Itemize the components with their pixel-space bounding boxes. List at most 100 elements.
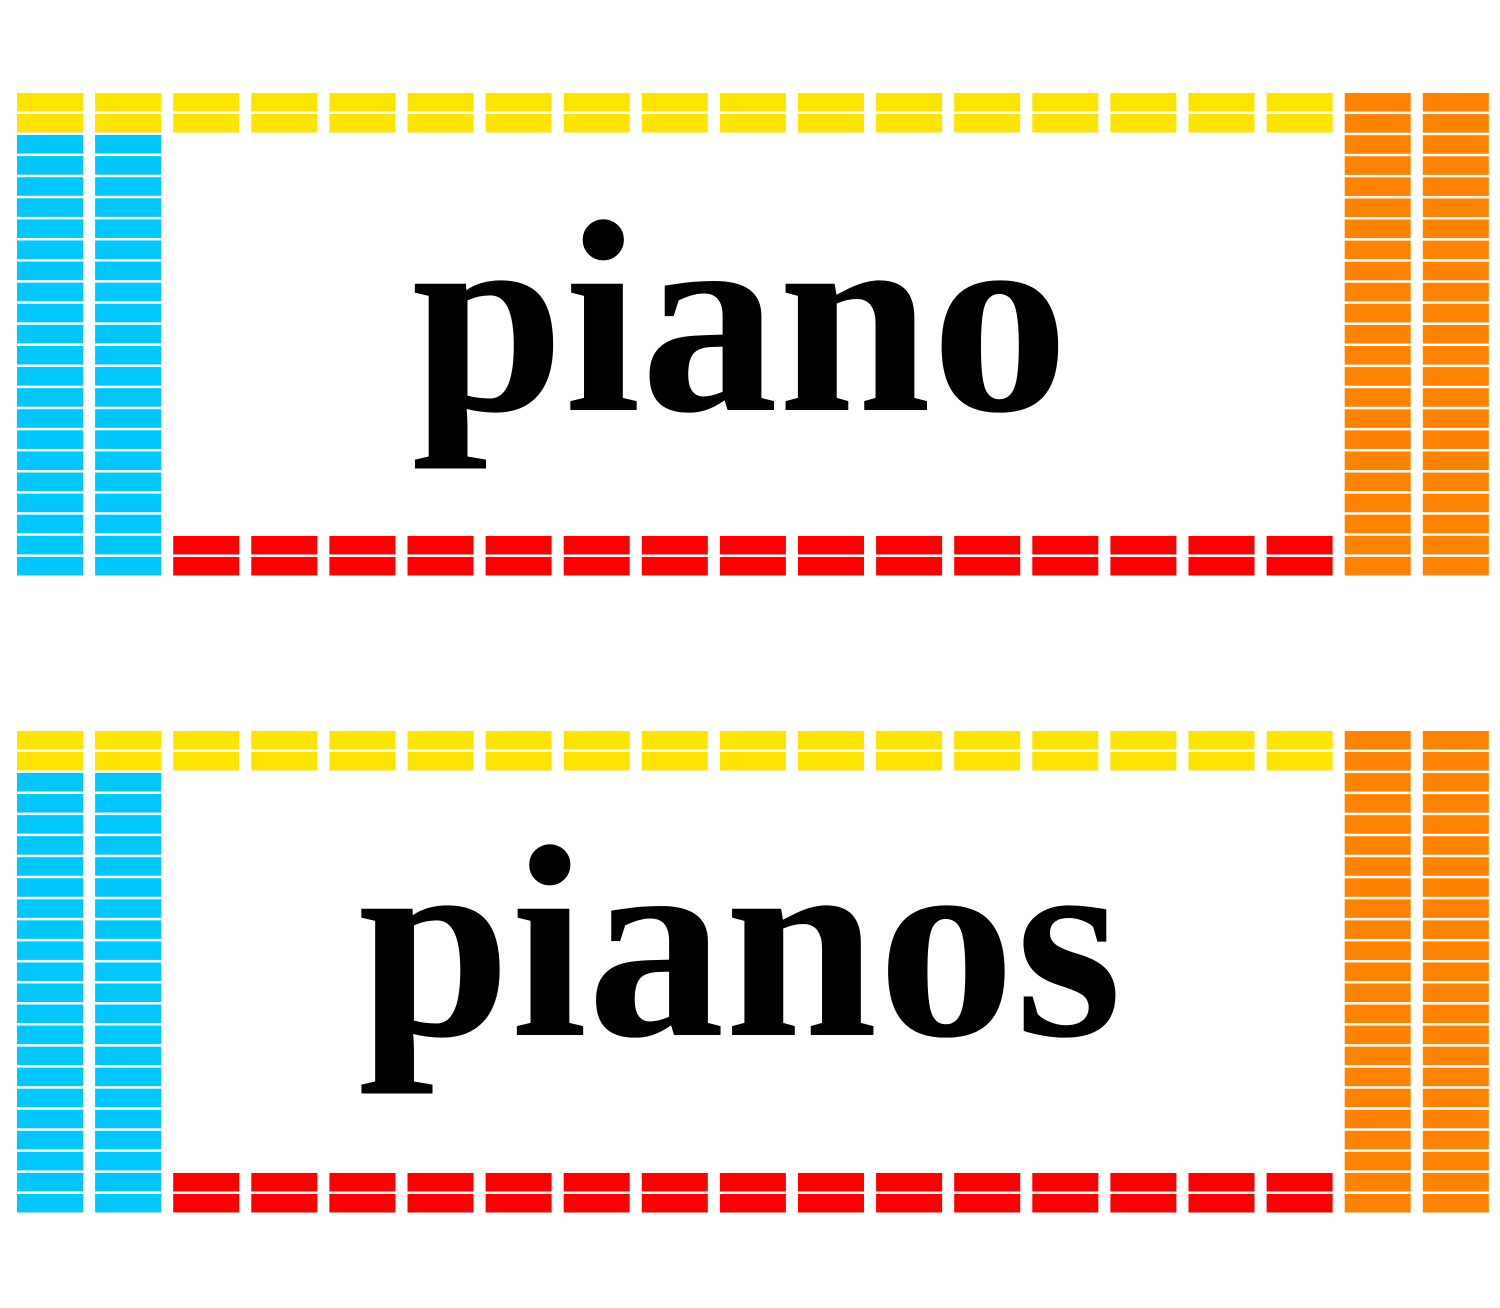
border-tile bbox=[1422, 451, 1489, 471]
border-tile bbox=[1344, 941, 1411, 960]
border-tile bbox=[17, 156, 83, 175]
border-tile bbox=[17, 388, 83, 407]
border-tile bbox=[1422, 1088, 1489, 1108]
border-tile bbox=[17, 773, 83, 792]
border-tile bbox=[1344, 1109, 1411, 1129]
border-tile bbox=[95, 794, 162, 813]
border-tile bbox=[95, 261, 162, 281]
border-tile bbox=[1422, 920, 1489, 939]
border-tile bbox=[1266, 752, 1333, 771]
border-tile bbox=[1422, 114, 1489, 133]
border-tile bbox=[1422, 93, 1489, 112]
border-tile bbox=[1110, 93, 1177, 112]
border-tile bbox=[1266, 114, 1333, 133]
border-tile bbox=[1422, 367, 1489, 386]
border-tile bbox=[329, 93, 396, 112]
border-tile bbox=[719, 1173, 786, 1192]
border-tile bbox=[17, 472, 83, 492]
border-tile bbox=[17, 836, 83, 855]
border-tile bbox=[798, 536, 864, 555]
border-tile bbox=[1422, 1067, 1489, 1087]
border-tile bbox=[329, 557, 396, 576]
border-tile bbox=[563, 114, 630, 133]
border-tile bbox=[1188, 731, 1255, 750]
border-tile bbox=[1422, 836, 1489, 855]
border-tile bbox=[1422, 1046, 1489, 1066]
border-tile bbox=[251, 536, 318, 555]
border-tile bbox=[954, 1173, 1021, 1192]
border-tile bbox=[485, 536, 552, 555]
border-tile bbox=[17, 451, 83, 471]
border-tile bbox=[1422, 773, 1489, 792]
border-tile bbox=[719, 93, 786, 112]
border-tile bbox=[954, 536, 1021, 555]
border-tile bbox=[798, 1194, 864, 1213]
border-tile bbox=[95, 177, 162, 196]
border-tile bbox=[563, 93, 630, 112]
border-tile bbox=[719, 1194, 786, 1213]
border-tile bbox=[1422, 156, 1489, 175]
border-tile bbox=[641, 93, 708, 112]
border-tile bbox=[329, 536, 396, 555]
border-tile bbox=[719, 114, 786, 133]
border-tile bbox=[641, 114, 708, 133]
border-tile bbox=[95, 156, 162, 175]
border-tile bbox=[1344, 1067, 1411, 1087]
border-tile bbox=[95, 857, 162, 876]
border-tile bbox=[1032, 536, 1099, 555]
border-tile bbox=[1266, 1173, 1333, 1192]
border-tile bbox=[1110, 731, 1177, 750]
border-tile bbox=[407, 557, 474, 576]
border-tile bbox=[563, 731, 630, 750]
border-tile bbox=[1422, 878, 1489, 897]
border-tile bbox=[1422, 346, 1489, 365]
border-tile bbox=[876, 114, 943, 133]
border-tile bbox=[95, 1025, 162, 1045]
border-tile bbox=[1344, 731, 1411, 750]
border-tile bbox=[798, 557, 864, 576]
border-tile bbox=[1266, 93, 1333, 112]
border-tile bbox=[1422, 198, 1489, 218]
border-tile bbox=[95, 93, 162, 112]
border-tile bbox=[1422, 1109, 1489, 1129]
border-tile bbox=[173, 536, 240, 555]
border-tile bbox=[173, 93, 240, 112]
border-tile bbox=[17, 493, 83, 513]
border-tile bbox=[95, 135, 162, 154]
border-tile bbox=[1188, 752, 1255, 771]
border-tile bbox=[95, 324, 162, 344]
border-tile bbox=[1344, 857, 1411, 876]
border-tile bbox=[1422, 493, 1489, 513]
border-tile bbox=[1110, 1173, 1177, 1192]
border-tile bbox=[251, 1194, 318, 1213]
border-tile bbox=[1422, 556, 1489, 576]
border-tile bbox=[876, 731, 943, 750]
border-tile bbox=[1344, 1088, 1411, 1108]
border-tile bbox=[17, 240, 83, 260]
border-tile bbox=[1344, 430, 1411, 449]
border-tile bbox=[1344, 346, 1411, 365]
border-tile bbox=[95, 962, 162, 981]
border-tile bbox=[719, 557, 786, 576]
border-tile bbox=[719, 536, 786, 555]
border-tile bbox=[1188, 1173, 1255, 1192]
border-tile bbox=[95, 1193, 162, 1213]
border-tile bbox=[798, 731, 864, 750]
border-tile bbox=[798, 93, 864, 112]
border-tile bbox=[876, 557, 943, 576]
border-tile bbox=[1422, 177, 1489, 196]
border-tile bbox=[1422, 1130, 1489, 1150]
border-tile bbox=[1422, 135, 1489, 154]
border-tile bbox=[251, 752, 318, 771]
border-tile bbox=[173, 557, 240, 576]
border-tile bbox=[173, 114, 240, 133]
border-tile bbox=[173, 752, 240, 771]
border-tile bbox=[17, 135, 83, 154]
border-tile bbox=[1188, 536, 1255, 555]
border-tile bbox=[1188, 93, 1255, 112]
border-tile bbox=[876, 1194, 943, 1213]
border-tile bbox=[95, 409, 162, 428]
border-tile bbox=[954, 114, 1021, 133]
border-tile bbox=[876, 1173, 943, 1192]
